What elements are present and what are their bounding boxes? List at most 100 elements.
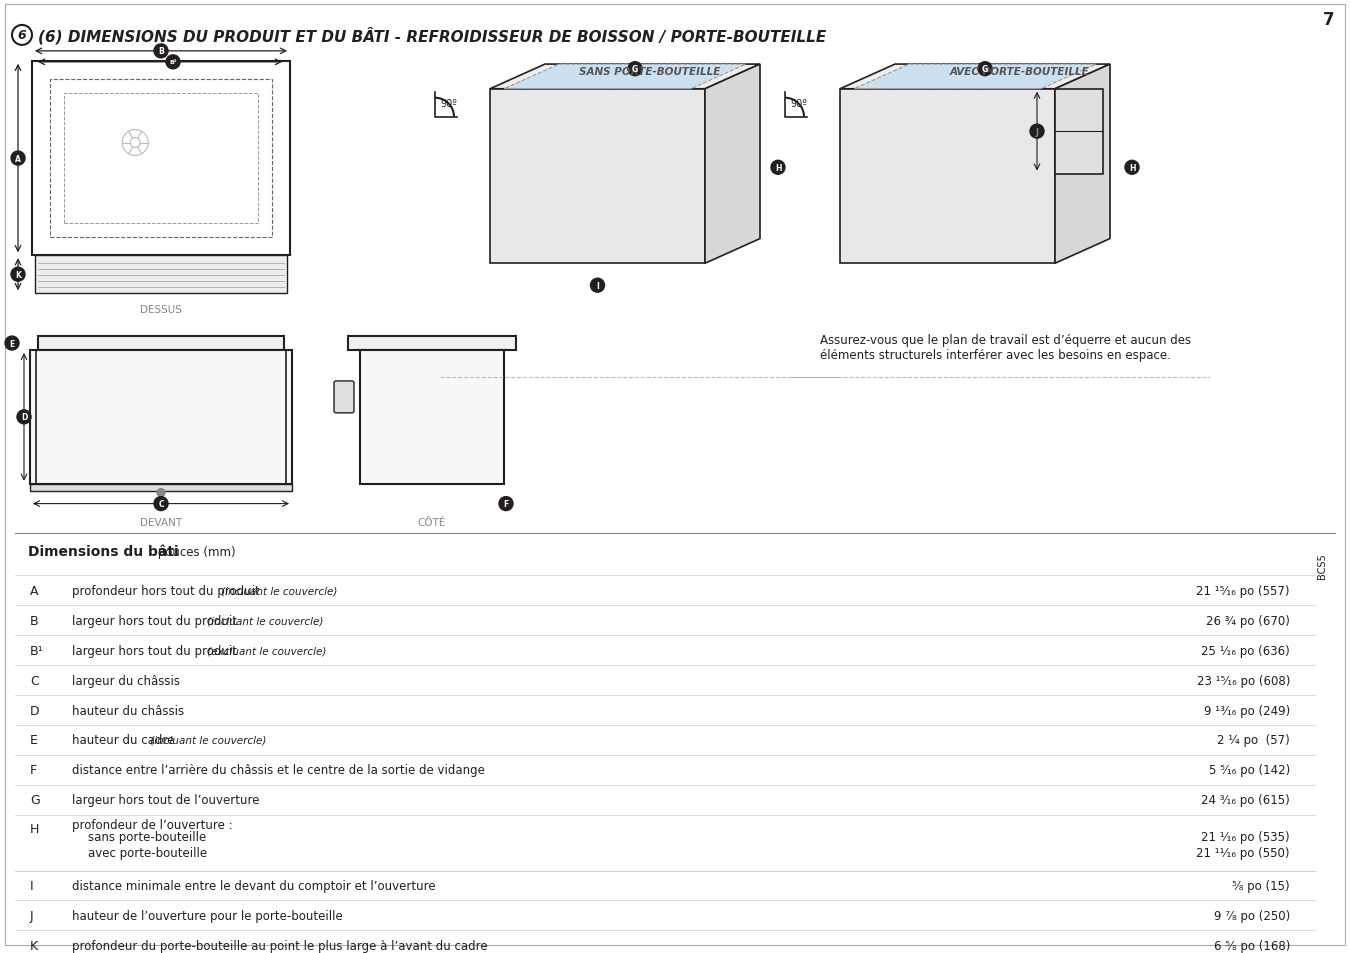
Text: hauteur de l’ouverture pour le porte-bouteille: hauteur de l’ouverture pour le porte-bou… (72, 909, 343, 922)
Bar (35, 256, 288, 294)
Circle shape (590, 279, 605, 293)
Text: DEVANT: DEVANT (140, 517, 182, 527)
Text: B¹: B¹ (30, 644, 43, 657)
Text: 5 ⁵⁄₁₆ po (142): 5 ⁵⁄₁₆ po (142) (1208, 763, 1291, 777)
Text: B: B (30, 614, 39, 627)
Bar (348, 336, 516, 351)
Circle shape (1125, 161, 1139, 175)
Text: 21 ¹⁵⁄₁₆ po (557): 21 ¹⁵⁄₁₆ po (557) (1196, 584, 1291, 598)
Text: F: F (30, 763, 38, 777)
Circle shape (166, 56, 180, 70)
Bar (32, 62, 290, 256)
Text: distance entre l’arrière du châssis et le centre de la sortie de vidange: distance entre l’arrière du châssis et l… (72, 763, 485, 777)
Text: H: H (775, 164, 782, 172)
Text: K: K (15, 271, 22, 279)
Text: 21 ¹¹⁄₁₆ po (550): 21 ¹¹⁄₁₆ po (550) (1196, 846, 1291, 860)
Circle shape (628, 63, 643, 76)
Text: CÔTÉ: CÔTÉ (417, 517, 447, 527)
Circle shape (5, 336, 19, 351)
Polygon shape (840, 90, 1054, 264)
Text: 25 ¹⁄₁₆ po (636): 25 ¹⁄₁₆ po (636) (1202, 644, 1291, 657)
Polygon shape (490, 90, 705, 264)
Text: BCS5: BCS5 (1318, 553, 1327, 578)
Text: avec porte-bouteille: avec porte-bouteille (88, 846, 207, 860)
Text: B: B (158, 48, 163, 56)
Text: E: E (30, 734, 38, 746)
Text: (6) DIMENSIONS DU PRODUIT ET DU BÂTI - REFROIDISSEUR DE BOISSON / PORTE-BOUTEILL: (6) DIMENSIONS DU PRODUIT ET DU BÂTI - R… (38, 27, 826, 45)
Polygon shape (490, 65, 760, 90)
Text: (excluant le couvercle): (excluant le couvercle) (204, 645, 325, 656)
Text: F: F (504, 499, 509, 509)
Text: 6 ⁵⁄₈ po (168): 6 ⁵⁄₈ po (168) (1214, 939, 1291, 952)
Text: B¹: B¹ (169, 60, 177, 65)
Text: G: G (632, 65, 639, 74)
Text: distance minimale entre le devant du comptoir et l’ouverture: distance minimale entre le devant du com… (72, 879, 436, 892)
Text: (incluant le couvercle): (incluant le couvercle) (147, 735, 266, 745)
Circle shape (154, 45, 167, 59)
Bar (30, 484, 292, 491)
Text: largeur hors tout de l’ouverture: largeur hors tout de l’ouverture (72, 794, 259, 806)
Circle shape (1030, 125, 1044, 139)
Text: (incluant le couvercle): (incluant le couvercle) (204, 616, 323, 625)
Circle shape (154, 497, 167, 511)
Text: A: A (30, 584, 39, 598)
Text: largeur hors tout du produit: largeur hors tout du produit (72, 614, 238, 627)
Text: 21 ¹⁄₁₆ po (535): 21 ¹⁄₁₆ po (535) (1202, 830, 1291, 843)
Text: 24 ³⁄₁₆ po (615): 24 ³⁄₁₆ po (615) (1202, 794, 1291, 806)
Circle shape (157, 489, 165, 497)
Text: K: K (30, 939, 38, 952)
Bar (63, 93, 258, 224)
Text: (incluant le couvercle): (incluant le couvercle) (217, 586, 338, 596)
Polygon shape (504, 65, 747, 90)
Bar (50, 80, 271, 238)
Text: 9 ⁷⁄₈ po (250): 9 ⁷⁄₈ po (250) (1214, 909, 1291, 922)
Bar (38, 336, 284, 351)
Text: 6: 6 (18, 30, 27, 42)
Text: DESSUS: DESSUS (140, 305, 182, 314)
Text: 9 ¹³⁄₁₆ po (249): 9 ¹³⁄₁₆ po (249) (1204, 703, 1291, 717)
Text: pouces (mm): pouces (mm) (154, 545, 236, 558)
Circle shape (11, 268, 26, 282)
Polygon shape (1054, 90, 1103, 174)
Text: sans porte-bouteille: sans porte-bouteille (88, 830, 207, 843)
Text: 26 ¾ po (670): 26 ¾ po (670) (1206, 614, 1291, 627)
Text: E: E (9, 339, 15, 348)
Text: J: J (30, 909, 34, 922)
Text: 90º: 90º (440, 98, 458, 109)
Text: hauteur du cadre: hauteur du cadre (72, 734, 174, 746)
Text: largeur hors tout du produit: largeur hors tout du produit (72, 644, 238, 657)
Polygon shape (840, 65, 1110, 90)
Text: AVEC PORTE-BOUTEILLE: AVEC PORTE-BOUTEILLE (950, 67, 1089, 77)
Text: Dimensions du bâti: Dimensions du bâti (28, 545, 178, 558)
Circle shape (977, 63, 992, 76)
Text: A: A (15, 154, 22, 163)
Text: ⁵⁄₈ po (15): ⁵⁄₈ po (15) (1233, 879, 1291, 892)
Polygon shape (705, 65, 760, 264)
Bar (360, 351, 504, 484)
Text: 90º: 90º (791, 98, 807, 109)
Circle shape (18, 411, 31, 424)
FancyBboxPatch shape (333, 381, 354, 414)
Text: D: D (20, 413, 27, 422)
Text: profondeur du porte-bouteille au point le plus large à l’avant du cadre: profondeur du porte-bouteille au point l… (72, 939, 487, 952)
Polygon shape (855, 65, 1096, 90)
Text: profondeur hors tout du produit: profondeur hors tout du produit (72, 584, 259, 598)
Circle shape (500, 497, 513, 511)
Text: C: C (158, 499, 163, 509)
Polygon shape (1054, 65, 1110, 264)
Text: SANS PORTE-BOUTEILLE: SANS PORTE-BOUTEILLE (579, 67, 721, 77)
Text: G: G (30, 794, 39, 806)
Text: Assurez-vous que le plan de travail est d’équerre et aucun des
éléments structur: Assurez-vous que le plan de travail est … (819, 334, 1191, 362)
Circle shape (11, 152, 26, 166)
Text: 23 ¹⁵⁄₁₆ po (608): 23 ¹⁵⁄₁₆ po (608) (1196, 674, 1291, 687)
Text: hauteur du châssis: hauteur du châssis (72, 703, 184, 717)
Text: D: D (30, 703, 39, 717)
Text: largeur du châssis: largeur du châssis (72, 674, 180, 687)
Bar (30, 351, 292, 484)
Text: G: G (981, 65, 988, 74)
Text: H: H (1129, 164, 1135, 172)
Text: C: C (30, 674, 39, 687)
Text: 7: 7 (1323, 10, 1335, 29)
Text: H: H (30, 822, 39, 836)
Text: J: J (1035, 128, 1038, 136)
